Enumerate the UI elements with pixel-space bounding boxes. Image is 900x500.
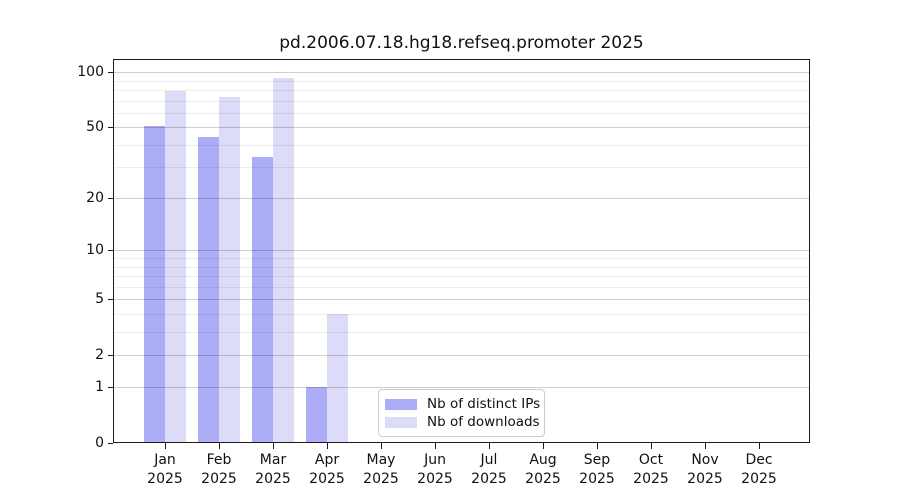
y-tick-label-20: 20 xyxy=(86,190,104,207)
y-tick-label-2: 2 xyxy=(95,346,104,363)
x-tick-label-aug: Aug 2025 xyxy=(525,452,561,487)
x-tick-label-sep: Sep 2025 xyxy=(579,452,615,487)
x-tick-mark-mar xyxy=(273,443,274,449)
bar-nb-of-distinct-ips-feb xyxy=(198,137,219,442)
y-tick-mark-5 xyxy=(108,299,113,300)
legend-swatch-downloads xyxy=(385,416,417,428)
bar-nb-of-distinct-ips-apr xyxy=(306,387,327,442)
y-tick-label-10: 10 xyxy=(86,242,104,259)
bar-nb-of-downloads-feb xyxy=(219,97,240,442)
legend-item-downloads: Nb of downloads xyxy=(385,413,540,430)
x-tick-mark-jan xyxy=(165,443,166,449)
y-tick-mark-10 xyxy=(108,250,113,252)
bar-nb-of-distinct-ips-jan xyxy=(144,125,165,442)
y-tick-mark-100 xyxy=(108,72,113,74)
x-tick-mark-dec xyxy=(759,443,760,449)
x-tick-label-apr: Apr 2025 xyxy=(309,452,345,487)
y-tick-mark-2 xyxy=(108,354,113,356)
x-tick-mark-jul xyxy=(489,443,490,449)
y-tick-label-100: 100 xyxy=(77,64,104,81)
x-tick-label-dec: Dec 2025 xyxy=(741,452,777,487)
y-tick-mark-0 xyxy=(108,443,113,444)
legend: Nb of distinct IPs Nb of downloads xyxy=(378,389,545,437)
y-tick-label-5: 5 xyxy=(95,291,104,307)
chart-title: pd.2006.07.18.hg18.refseq.promoter 2025 xyxy=(279,33,644,53)
x-tick-mark-oct xyxy=(651,443,652,449)
legend-label-distinct-ips: Nb of distinct IPs xyxy=(427,395,541,412)
x-tick-label-jun: Jun 2025 xyxy=(417,452,453,487)
x-tick-label-jul: Jul 2025 xyxy=(471,452,507,487)
x-tick-label-nov: Nov 2025 xyxy=(687,452,723,487)
x-tick-label-mar: Mar 2025 xyxy=(255,452,291,487)
bar-nb-of-downloads-mar xyxy=(273,77,294,442)
x-tick-label-feb: Feb 2025 xyxy=(201,452,237,487)
bar-nb-of-distinct-ips-mar xyxy=(252,157,273,442)
bar-nb-of-downloads-jan xyxy=(165,90,186,442)
y-tick-label-1: 1 xyxy=(95,379,104,396)
x-tick-label-may: May 2025 xyxy=(363,452,399,487)
y-tick-mark-20 xyxy=(108,198,113,200)
y-tick-label-50: 50 xyxy=(86,119,104,136)
x-tick-mark-apr xyxy=(327,443,328,449)
legend-item-distinct-ips: Nb of distinct IPs xyxy=(385,395,541,412)
y-tick-mark-1 xyxy=(108,387,113,389)
x-tick-mark-nov xyxy=(705,443,706,449)
gridline-minor-90 xyxy=(114,80,809,82)
legend-swatch-distinct-ips xyxy=(385,398,417,410)
y-tick-mark-50 xyxy=(108,127,113,129)
legend-label-downloads: Nb of downloads xyxy=(427,413,540,430)
x-tick-mark-may xyxy=(381,443,382,449)
x-tick-mark-feb xyxy=(219,443,220,449)
x-tick-label-oct: Oct 2025 xyxy=(633,452,669,487)
plot-area: Nb of distinct IPs Nb of downloads xyxy=(113,59,810,443)
gridline-minor-80 xyxy=(114,89,809,91)
x-tick-mark-jun xyxy=(435,443,436,449)
bar-nb-of-downloads-apr xyxy=(327,313,348,442)
gridline-major-100 xyxy=(114,72,809,74)
x-tick-mark-aug xyxy=(543,443,544,449)
x-tick-label-jan: Jan 2025 xyxy=(147,452,183,487)
x-tick-mark-sep xyxy=(597,443,598,449)
y-tick-label-0: 0 xyxy=(95,435,104,451)
